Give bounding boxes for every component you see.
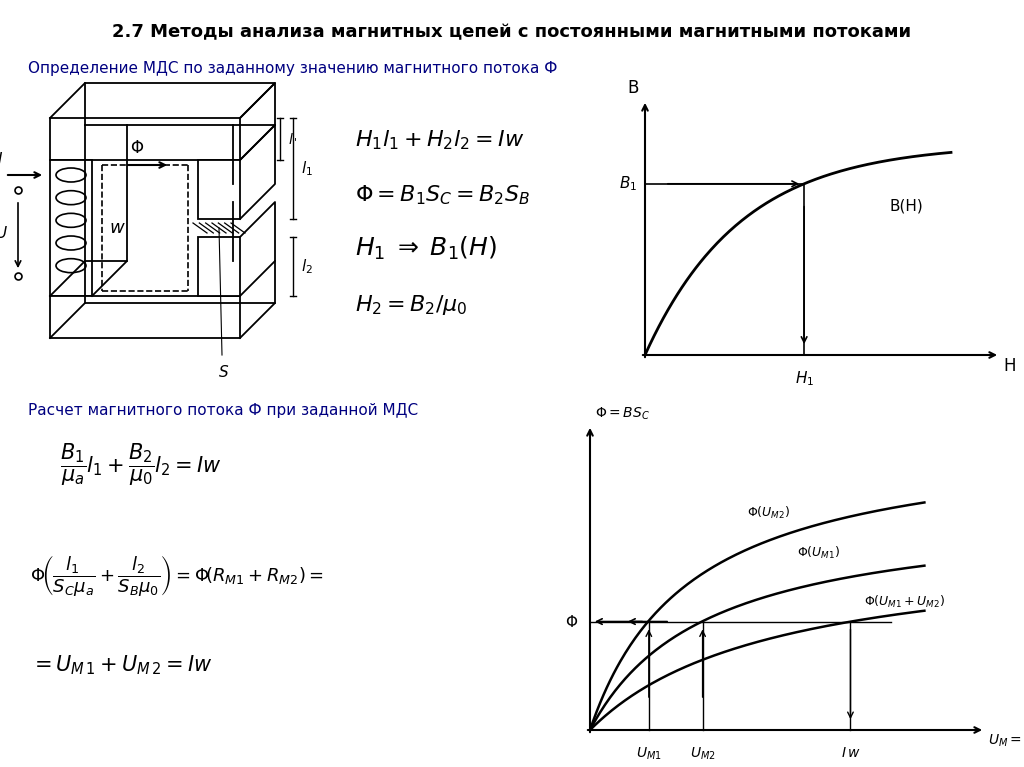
Text: $\dfrac{B_1}{\mu_a}l_1 + \dfrac{B_2}{\mu_0}l_2 = Iw$: $\dfrac{B_1}{\mu_a}l_1 + \dfrac{B_2}{\mu… — [60, 442, 221, 488]
Text: Расчет магнитного потока Ф при заданной МДС: Расчет магнитного потока Ф при заданной … — [28, 403, 418, 417]
FancyBboxPatch shape — [50, 160, 92, 296]
Text: B(H): B(H) — [890, 199, 924, 214]
Text: $\Phi$: $\Phi$ — [565, 614, 578, 630]
Text: $= U_{M\,1} + U_{M\,2} = Iw$: $= U_{M\,1} + U_{M\,2} = Iw$ — [30, 653, 212, 676]
Text: $U_{M1}$: $U_{M1}$ — [636, 746, 662, 762]
Text: $l$: $l$ — [288, 131, 294, 146]
Text: $\Phi(U_{M1}+U_{M2})$: $\Phi(U_{M1}+U_{M2})$ — [864, 594, 945, 610]
Text: $H_1l_1 + H_2l_2 = Iw$: $H_1l_1 + H_2l_2 = Iw$ — [355, 128, 524, 152]
Text: $l_1$: $l_1$ — [301, 159, 313, 178]
Text: 2.7 Методы анализа магнитных цепей с постоянными магнитными потоками: 2.7 Методы анализа магнитных цепей с пос… — [113, 23, 911, 41]
Text: $\Phi=BS_C$: $\Phi=BS_C$ — [595, 406, 650, 422]
Text: $\Phi(U_{M2})$: $\Phi(U_{M2})$ — [748, 505, 791, 521]
Text: $\Phi\!\left(\dfrac{l_1}{S_C\mu_a} + \dfrac{l_2}{S_B\mu_0}\right) = \Phi\!\left(: $\Phi\!\left(\dfrac{l_1}{S_C\mu_a} + \df… — [30, 552, 324, 597]
Text: $B_1$: $B_1$ — [618, 174, 637, 193]
Text: B: B — [628, 79, 639, 97]
Text: $H_1\;\Rightarrow\; B_1(H)$: $H_1\;\Rightarrow\; B_1(H)$ — [355, 235, 497, 262]
Text: Определение МДС по заданному значению магнитного потока Ф: Определение МДС по заданному значению ма… — [28, 61, 557, 75]
FancyBboxPatch shape — [50, 118, 240, 160]
Text: $l_2$: $l_2$ — [301, 257, 313, 276]
Text: H: H — [1002, 357, 1016, 375]
Text: $U_M=Hl$: $U_M=Hl$ — [988, 732, 1024, 749]
Text: $H_2 = B_2/\mu_0$: $H_2 = B_2/\mu_0$ — [355, 293, 468, 317]
Text: $U_{M2}$: $U_{M2}$ — [690, 746, 716, 762]
Text: S: S — [219, 365, 228, 380]
Text: $\Phi$: $\Phi$ — [130, 139, 144, 157]
Text: I: I — [0, 152, 2, 167]
Text: U: U — [0, 225, 6, 241]
Text: $\Phi(U_{M1})$: $\Phi(U_{M1})$ — [798, 545, 841, 561]
FancyBboxPatch shape — [50, 296, 240, 338]
FancyBboxPatch shape — [198, 160, 240, 219]
Text: $\Phi = B_1S_C = B_2S_B$: $\Phi = B_1S_C = B_2S_B$ — [355, 183, 530, 207]
FancyBboxPatch shape — [198, 237, 240, 296]
Text: ': ' — [294, 137, 297, 147]
Text: $I\,w$: $I\,w$ — [841, 746, 860, 760]
Text: $H_1$: $H_1$ — [795, 369, 814, 387]
Text: w: w — [110, 219, 124, 237]
